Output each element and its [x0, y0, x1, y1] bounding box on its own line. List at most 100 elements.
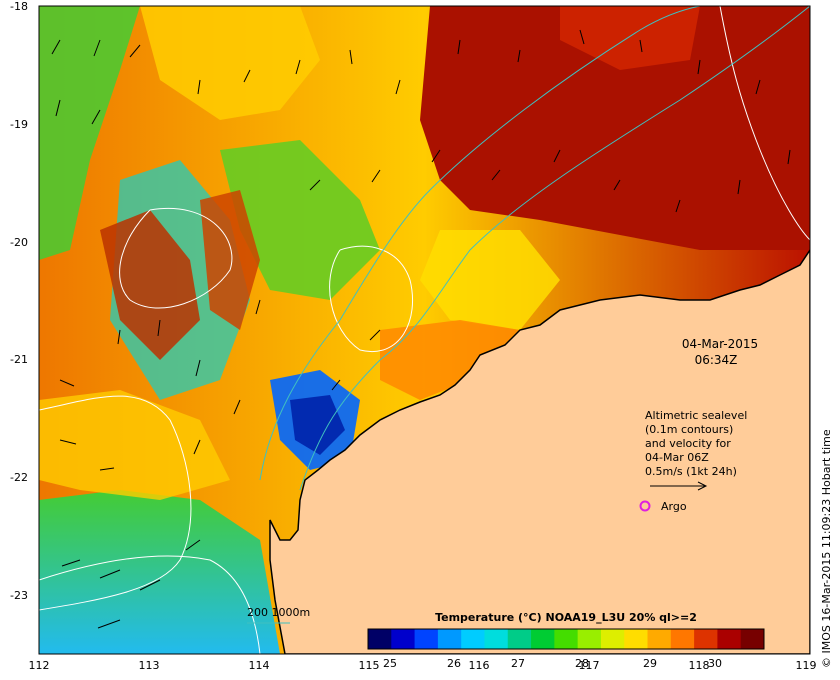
velocity-vector: [639, 39, 643, 53]
colorbar-swatch: [647, 629, 672, 649]
colorbar-swatch: [717, 629, 742, 649]
velocity-vector: [675, 199, 681, 213]
plot-area: [39, 6, 810, 654]
x-tick-label: 113: [139, 659, 160, 672]
y-tick-label: -21: [10, 353, 28, 366]
velocity-vector: [157, 319, 161, 337]
velocity-vector: [117, 329, 121, 345]
velocity-vector: [51, 39, 61, 55]
colorbar-swatch: [531, 629, 555, 649]
colorbar-swatch: [461, 629, 485, 649]
velocity-vector: [99, 467, 115, 471]
altimetry-annotation: Altimetric sealevel (0.1m contours) and …: [645, 409, 747, 478]
velocity-vector: [59, 439, 77, 445]
colorbar-tick-label: 26: [447, 657, 461, 670]
colorbar-swatch: [554, 629, 579, 649]
y-tick-label: -22: [10, 471, 28, 484]
velocity-vector: [139, 579, 161, 591]
colorbar-frame: [367, 628, 765, 650]
yellow-band-north: [140, 6, 320, 120]
x-tick-label: 118: [689, 659, 710, 672]
x-tick-label: 112: [29, 659, 50, 672]
sst-patches: [39, 6, 810, 654]
y-tick-label: -18: [10, 0, 28, 13]
sealevel-contour: [39, 555, 261, 654]
y-axis: -18 -19 -20 -21 -22 -23: [10, 0, 28, 602]
reference-velocity-arrow: [650, 481, 708, 491]
yellow-region-south: [39, 390, 230, 500]
colorbar-tick-label: 27: [511, 657, 525, 670]
velocity-vector: [233, 399, 241, 415]
y-tick-label: -19: [10, 118, 28, 131]
velocity-vector: [185, 539, 201, 551]
x-tick-label: 115: [359, 659, 380, 672]
velocity-vector: [787, 149, 791, 165]
velocity-vector: [553, 149, 561, 163]
velocity-vector: [395, 79, 401, 95]
bathymetry-legend-label: 200 1000m: [247, 606, 310, 619]
colorbar-swatch: [507, 629, 532, 649]
x-tick-label: 119: [796, 659, 817, 672]
date-stamp-date: 04-Mar-2015: [682, 337, 758, 351]
colorbar-swatch: [624, 629, 649, 649]
velocity-vector: [197, 79, 201, 95]
southwest-cool-region: [39, 490, 280, 654]
land-mass: [269, 248, 810, 654]
x-tick-label: 116: [469, 659, 490, 672]
annotation-line: (0.1m contours): [645, 423, 733, 436]
colorbar-swatch: [391, 629, 416, 649]
annotation-line: Altimetric sealevel: [645, 409, 747, 422]
sealevel-contour: [39, 395, 192, 611]
colorbar-tick-label: 29: [643, 657, 657, 670]
colorbar-tick-label: 30: [708, 657, 722, 670]
plot-frame: [38, 5, 811, 655]
velocity-vector: [193, 439, 201, 455]
orange-region-coast: [380, 320, 520, 400]
colorbar-tick-label: 25: [383, 657, 397, 670]
warm-region-central: [200, 190, 260, 330]
cold-core-shelf: [290, 395, 345, 455]
velocity-vector: [295, 59, 301, 75]
velocity-vector: [59, 379, 75, 387]
velocity-vector: [431, 149, 441, 163]
sealevel-contour: [119, 208, 233, 309]
velocity-vector: [369, 329, 381, 341]
velocity-vector: [737, 179, 741, 195]
colorbar-title: Temperature (°C) NOAA19_L3U 20% ql>=2: [435, 611, 697, 624]
velocity-vector: [697, 59, 701, 75]
colorbar-swatch: [577, 629, 602, 649]
sealevel-contours: [39, 6, 810, 654]
y-tick-label: -23: [10, 589, 28, 602]
colorbar-swatch: [414, 629, 439, 649]
velocity-vector: [255, 299, 261, 315]
velocity-vector: [331, 379, 341, 391]
velocity-vector: [61, 559, 81, 567]
velocity-vector: [457, 39, 461, 55]
colorbar-swatch: [368, 629, 392, 649]
velocity-vector: [243, 69, 251, 83]
colorbar-tick-label: 28: [575, 657, 589, 670]
velocity-vector: [93, 39, 101, 57]
isobath-200m: [299, 6, 810, 491]
velocity-vector: [371, 169, 381, 183]
argo-float-marker: [639, 500, 651, 512]
colorbar-swatch: [484, 629, 509, 649]
velocity-vector: [97, 619, 121, 629]
date-stamp-time: 06:34Z: [695, 353, 738, 367]
velocity-vectors: [51, 29, 791, 629]
velocity-vector: [349, 49, 353, 65]
sealevel-contour: [329, 245, 414, 352]
warm-region-northeast: [420, 6, 810, 250]
warm-region-north-patch: [560, 6, 700, 70]
velocity-vector: [579, 29, 585, 45]
velocity-vector: [99, 569, 121, 579]
colorbar-swatch: [740, 629, 765, 649]
y-tick-label: -20: [10, 236, 28, 249]
sealevel-contour: [719, 6, 810, 241]
velocity-vector: [195, 359, 201, 377]
bathymetry-contours: [259, 6, 810, 491]
annotation-line: and velocity for: [645, 437, 731, 450]
velocity-vector: [755, 79, 761, 95]
isobath-1000m: [259, 6, 701, 481]
